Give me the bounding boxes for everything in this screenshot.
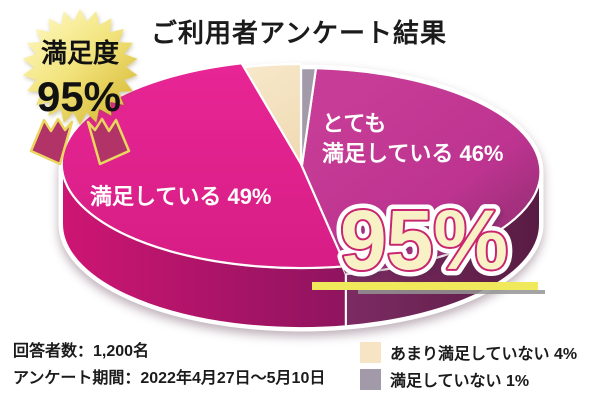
footer-stats: 回答者数：1,200名 アンケート期間：2022年4月27日〜5月10日 [13,338,325,392]
badge-label: 満足度 [41,38,119,68]
big-percent: 95% [340,193,508,287]
badge-value: 95% [37,73,121,120]
legend-item: 満足していない 1% [360,368,577,390]
badge-ribbon-right-icon [86,117,131,166]
label-very-satisfied-line1: とても [322,111,386,136]
big-percent-underline-shadow [358,290,545,294]
badge-starburst-icon [22,9,138,125]
legend-swatch [360,341,381,363]
big-percent-underline [312,282,538,290]
page-title: ご利用者アンケート結果 [151,18,447,48]
legend-item: あまり満足していない 4% [360,341,577,363]
pie-slices [58,62,544,332]
legend-label: 満足していない 1% [390,373,530,390]
big-percent-outline: 95% [340,193,508,287]
legend-label: あまり満足していない 4% [390,346,578,363]
footer-period: アンケート期間：2022年4月27日〜5月10日 [13,370,326,387]
footer-respondents: 回答者数：1,200名 [13,343,150,360]
label-very-satisfied-line2: 満足している 46% [322,141,504,166]
award-badge: 満足度 95% [22,9,138,166]
legend: あまり満足していない 4% 満足していない 1% [360,341,577,395]
legend-swatch [360,368,381,390]
label-satisfied: 満足している 49% [90,184,272,209]
badge-ribbon-left-icon [29,117,74,166]
